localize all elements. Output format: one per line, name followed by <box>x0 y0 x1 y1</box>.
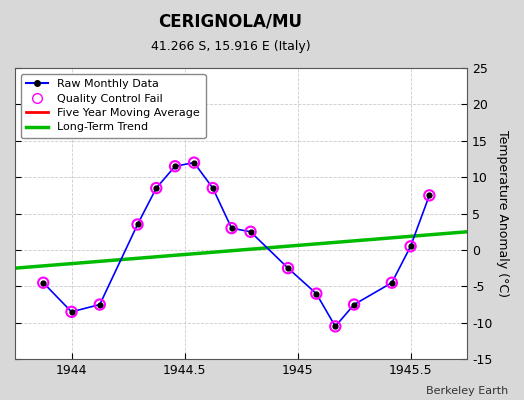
Point <box>246 228 255 235</box>
Y-axis label: Temperature Anomaly (°C): Temperature Anomaly (°C) <box>496 130 509 297</box>
Text: Berkeley Earth: Berkeley Earth <box>426 386 508 396</box>
Point <box>171 163 179 170</box>
Point <box>209 185 217 191</box>
Point <box>388 280 396 286</box>
Text: 41.266 S, 15.916 E (Italy): 41.266 S, 15.916 E (Italy) <box>151 40 310 53</box>
Point <box>67 309 75 315</box>
Point <box>133 221 141 228</box>
Point <box>190 160 198 166</box>
Point <box>350 301 358 308</box>
Point <box>407 243 415 250</box>
Text: CERIGNOLA/MU: CERIGNOLA/MU <box>159 12 302 30</box>
Point <box>425 192 433 198</box>
Point <box>39 280 48 286</box>
Point <box>152 185 160 191</box>
Point <box>312 290 321 297</box>
Point <box>95 301 104 308</box>
Point <box>227 225 236 231</box>
Point <box>284 265 292 271</box>
Point <box>331 323 340 330</box>
Legend: Raw Monthly Data, Quality Control Fail, Five Year Moving Average, Long-Term Tren: Raw Monthly Data, Quality Control Fail, … <box>20 74 205 138</box>
